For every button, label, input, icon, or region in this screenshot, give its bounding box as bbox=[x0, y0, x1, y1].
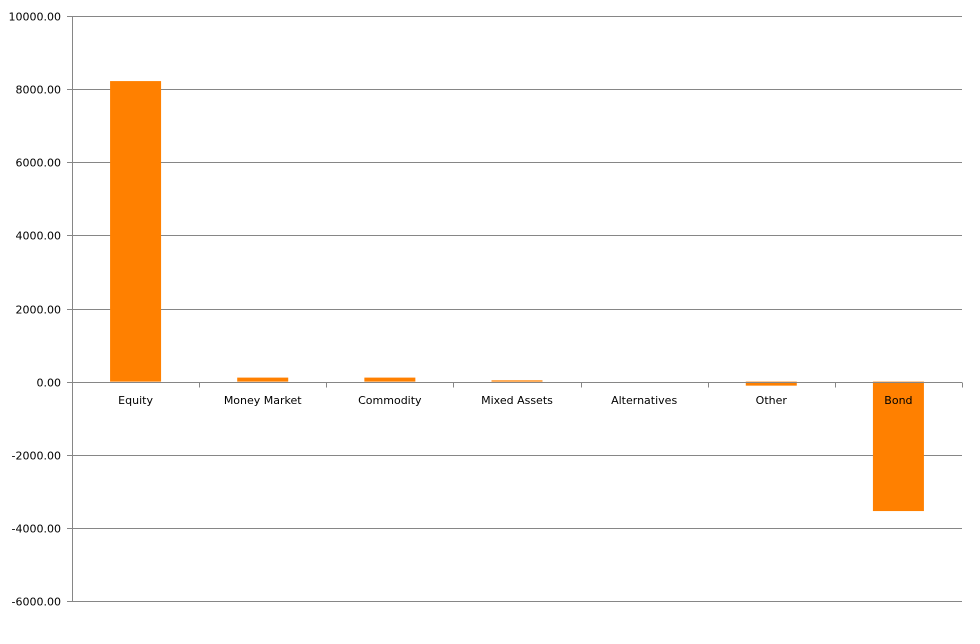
x-category-label: Other bbox=[756, 394, 788, 407]
bar-equity bbox=[110, 81, 161, 382]
y-axis-tick-labels: 10000.00 8000.00 6000.00 4000.00 2000.00 0.00… bbox=[9, 11, 62, 609]
y-tick-label: 0.00 bbox=[37, 377, 62, 390]
y-tick-label: 8000.00 bbox=[16, 84, 62, 97]
x-axis-category-labels: Equity Money Market Commodity Mixed Assets A… bbox=[118, 394, 912, 407]
x-category-label: Bond bbox=[884, 394, 912, 407]
y-tick-label: 2000.00 bbox=[16, 304, 62, 317]
x-category-label: Commodity bbox=[358, 394, 422, 407]
y-tick-label: -4000.00 bbox=[12, 523, 61, 536]
y-tick-label: 4000.00 bbox=[16, 230, 62, 243]
y-tick-label: -6000.00 bbox=[12, 596, 61, 609]
x-category-label: Alternatives bbox=[611, 394, 677, 407]
bar-money-market bbox=[237, 378, 288, 382]
x-category-label: Mixed Assets bbox=[481, 394, 553, 407]
y-tick-label: 6000.00 bbox=[16, 157, 62, 170]
x-category-label: Money Market bbox=[224, 394, 302, 407]
y-tick-label: -2000.00 bbox=[12, 450, 61, 463]
x-category-label: Equity bbox=[118, 394, 153, 407]
bar-mixed-assets bbox=[492, 380, 543, 381]
bars bbox=[110, 81, 924, 511]
y-tick-label: 10000.00 bbox=[9, 11, 62, 24]
gridlines bbox=[67, 17, 962, 602]
bar-commodity bbox=[364, 378, 415, 382]
axes bbox=[72, 16, 963, 601]
